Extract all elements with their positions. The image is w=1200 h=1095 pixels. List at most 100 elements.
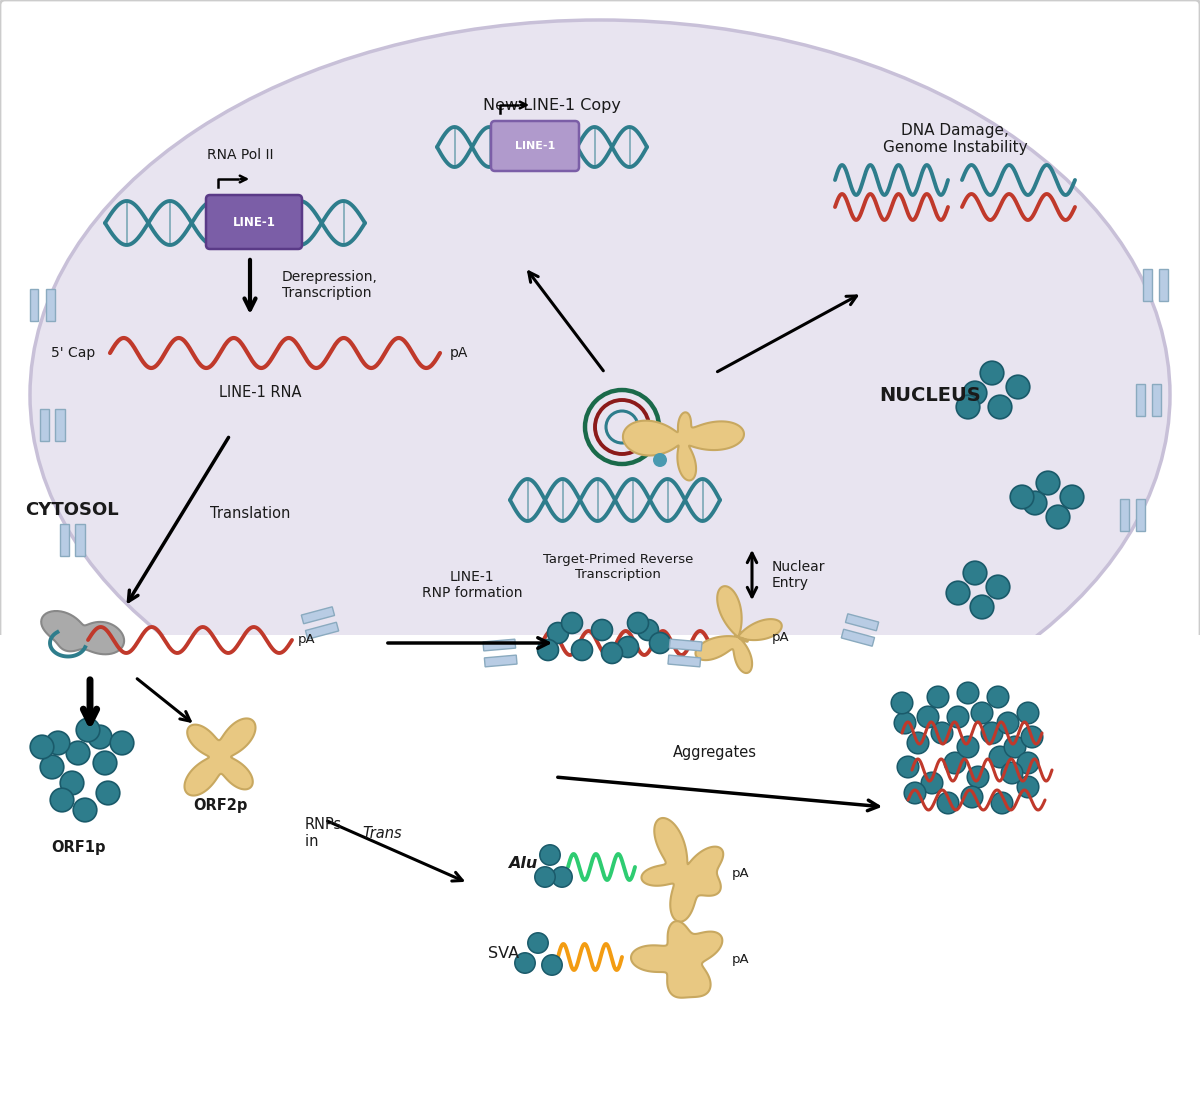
Circle shape: [60, 771, 84, 795]
Text: New LINE-1 Copy: New LINE-1 Copy: [484, 97, 620, 113]
Polygon shape: [1142, 269, 1152, 301]
Polygon shape: [60, 525, 68, 556]
Circle shape: [77, 718, 100, 741]
Text: LINE-1 RNA: LINE-1 RNA: [218, 385, 301, 400]
Text: ORF2p: ORF2p: [193, 798, 247, 812]
Polygon shape: [41, 611, 124, 655]
Text: Alu: Alu: [508, 855, 538, 871]
Polygon shape: [696, 586, 781, 673]
Circle shape: [649, 633, 671, 654]
Polygon shape: [1135, 384, 1145, 416]
Polygon shape: [485, 655, 517, 667]
Circle shape: [1001, 762, 1022, 784]
Circle shape: [971, 702, 992, 724]
Circle shape: [931, 723, 953, 744]
Circle shape: [94, 751, 116, 775]
Text: NUCLEUS: NUCLEUS: [880, 385, 980, 404]
Circle shape: [892, 692, 913, 714]
Circle shape: [637, 620, 659, 641]
Circle shape: [1046, 505, 1070, 529]
Text: pA: pA: [732, 866, 750, 879]
Circle shape: [970, 596, 994, 619]
Circle shape: [538, 639, 558, 660]
Circle shape: [89, 725, 112, 749]
Circle shape: [1024, 492, 1046, 515]
Circle shape: [964, 381, 986, 405]
Circle shape: [542, 955, 563, 976]
Polygon shape: [1120, 499, 1128, 531]
FancyBboxPatch shape: [491, 122, 580, 171]
Circle shape: [547, 622, 569, 644]
Circle shape: [991, 792, 1013, 814]
Text: pA: pA: [772, 631, 790, 644]
Circle shape: [898, 757, 919, 777]
Polygon shape: [40, 410, 48, 441]
Circle shape: [618, 636, 638, 657]
Circle shape: [1004, 736, 1026, 758]
Circle shape: [110, 731, 134, 754]
Text: pA: pA: [450, 346, 468, 360]
Circle shape: [961, 786, 983, 808]
Polygon shape: [30, 289, 38, 321]
Circle shape: [964, 562, 986, 585]
Circle shape: [947, 706, 968, 728]
Text: Aggregates: Aggregates: [673, 745, 757, 760]
Circle shape: [628, 612, 648, 634]
Circle shape: [571, 639, 593, 660]
Polygon shape: [668, 655, 701, 667]
Circle shape: [535, 867, 556, 887]
Polygon shape: [841, 630, 875, 646]
Text: 5' Cap: 5' Cap: [50, 346, 95, 360]
Circle shape: [30, 735, 54, 759]
Circle shape: [928, 687, 949, 707]
Circle shape: [907, 733, 929, 753]
Circle shape: [956, 395, 979, 418]
Circle shape: [988, 687, 1009, 707]
Polygon shape: [1158, 269, 1168, 301]
Circle shape: [592, 620, 612, 641]
Text: CYTOSOL: CYTOSOL: [25, 502, 119, 519]
Text: LINE-1: LINE-1: [233, 216, 276, 229]
Circle shape: [982, 723, 1003, 744]
Circle shape: [1021, 726, 1043, 748]
Text: RNA Pol II: RNA Pol II: [206, 148, 274, 162]
Polygon shape: [623, 413, 744, 481]
Polygon shape: [306, 622, 338, 639]
Circle shape: [46, 731, 70, 754]
Circle shape: [980, 361, 1003, 384]
Circle shape: [562, 612, 582, 634]
Circle shape: [967, 766, 989, 787]
Circle shape: [653, 453, 667, 466]
Circle shape: [552, 867, 572, 887]
Circle shape: [905, 782, 926, 804]
Circle shape: [1010, 485, 1034, 509]
Polygon shape: [76, 525, 84, 556]
Circle shape: [41, 756, 64, 779]
Polygon shape: [301, 607, 335, 624]
Polygon shape: [1152, 384, 1160, 416]
Circle shape: [540, 845, 560, 865]
Text: SVA: SVA: [488, 945, 520, 960]
Circle shape: [917, 706, 938, 728]
Polygon shape: [46, 289, 54, 321]
Circle shape: [1018, 752, 1039, 774]
Text: LINE-1: LINE-1: [515, 141, 556, 151]
Circle shape: [66, 741, 90, 764]
Text: Translation: Translation: [210, 506, 290, 520]
Polygon shape: [670, 639, 702, 650]
Circle shape: [50, 788, 74, 811]
Circle shape: [989, 746, 1010, 768]
Text: pA: pA: [298, 634, 316, 646]
Circle shape: [937, 792, 959, 814]
Circle shape: [946, 581, 970, 604]
Circle shape: [958, 682, 979, 704]
Circle shape: [1006, 376, 1030, 399]
Polygon shape: [482, 639, 516, 650]
Polygon shape: [642, 818, 724, 922]
Circle shape: [989, 395, 1012, 418]
Circle shape: [601, 643, 623, 664]
Circle shape: [1018, 776, 1039, 798]
Circle shape: [997, 712, 1019, 734]
Circle shape: [958, 736, 979, 758]
Polygon shape: [55, 410, 65, 441]
